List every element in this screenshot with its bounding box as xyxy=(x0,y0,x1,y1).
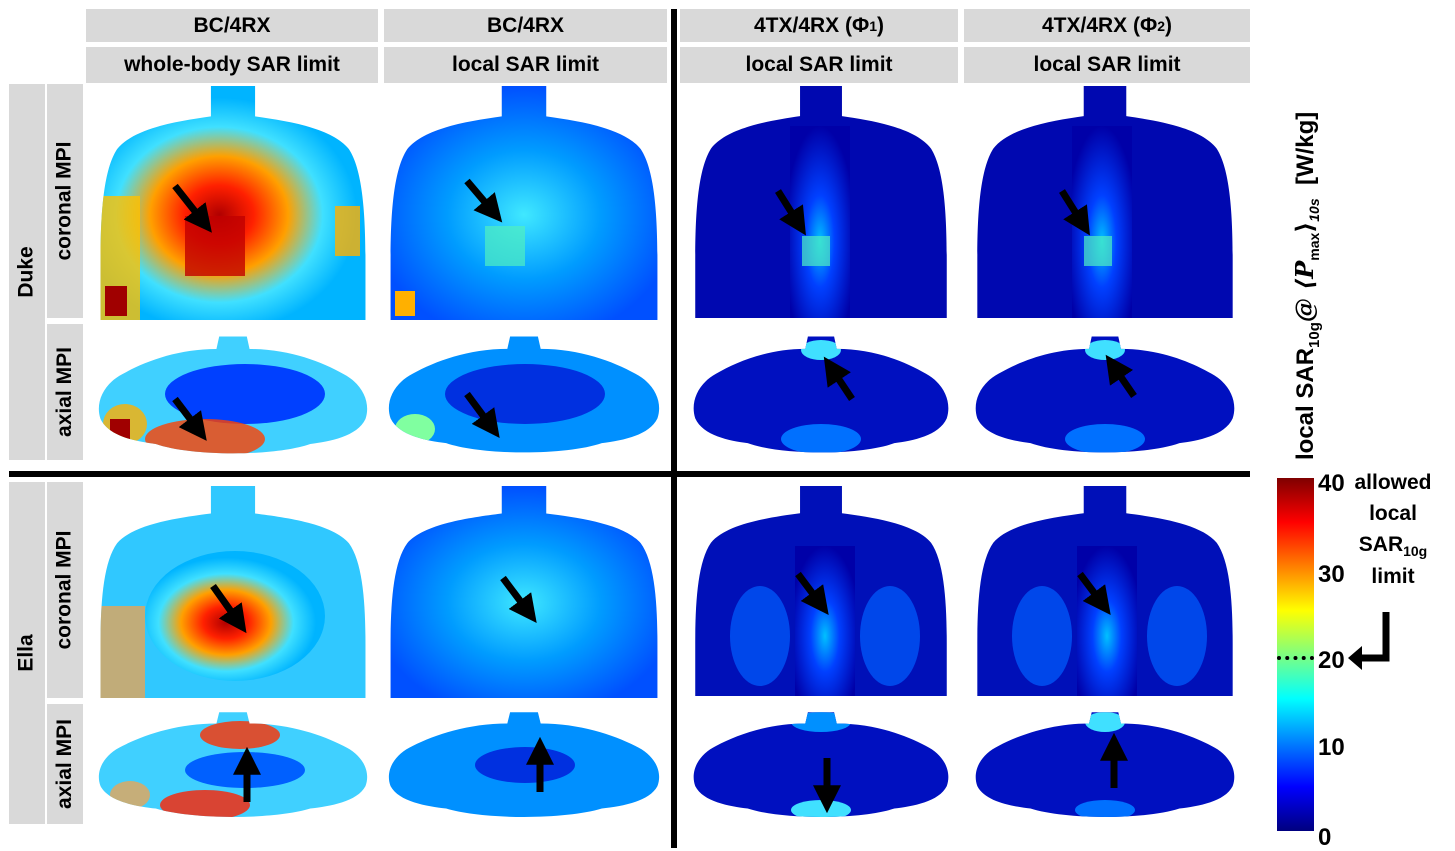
colorbar-label-end: ⟩ xyxy=(1290,221,1319,233)
panel-duke-axial-col4 xyxy=(972,334,1238,458)
col3-header-sub: 1 xyxy=(869,17,878,34)
annotation-line3: SAR xyxy=(1358,533,1404,557)
annotation-line3-sub: 10g xyxy=(1403,543,1428,560)
vertical-divider xyxy=(671,9,677,848)
limit-arrow-icon xyxy=(1346,612,1396,674)
col1-header-bottom: whole-body SAR limit xyxy=(86,47,378,83)
colorbar-label-at: @ ⟨P xyxy=(1290,260,1319,323)
col4-header-sub: 2 xyxy=(1157,17,1166,34)
panel-duke-axial-col1 xyxy=(95,334,371,458)
panel-duke-coronal-col2 xyxy=(385,86,663,320)
horizontal-divider xyxy=(9,471,1250,477)
panel-ella-coronal-col2 xyxy=(385,486,663,698)
panel-duke-coronal-col4 xyxy=(972,86,1238,318)
colorbar-label-unit: [W/kg] xyxy=(1292,111,1319,186)
limit-dotted-line xyxy=(1277,656,1314,660)
panel-ella-axial-col3 xyxy=(690,710,952,822)
colorbar-tick-30: 30 xyxy=(1318,561,1345,588)
subject-label-ella: Ella xyxy=(9,482,45,824)
view-label-duke-coronal: coronal MPI xyxy=(47,84,83,318)
col4-header-bottom: local SAR limit xyxy=(964,47,1250,83)
panel-duke-axial-col3 xyxy=(690,334,952,458)
col3-header-end: ) xyxy=(877,13,885,37)
subject-label-duke: Duke xyxy=(9,84,45,460)
colorbar-label-tsub: 10s xyxy=(1305,198,1322,222)
annotation-line2: local xyxy=(1369,502,1417,526)
view-label-ella-axial: axial MPI xyxy=(47,704,83,824)
view-label-ella-coronal: coronal MPI xyxy=(47,482,83,698)
col1-header-top: BC/4RX xyxy=(86,9,378,42)
col3-header-bottom: local SAR limit xyxy=(680,47,958,83)
panel-ella-axial-col4 xyxy=(972,710,1238,822)
colorbar-label-sub: 10g xyxy=(1305,322,1323,348)
panel-duke-axial-col2 xyxy=(385,334,663,458)
col3-header-top: 4TX/4RX (Φ 1) xyxy=(680,9,958,42)
panel-duke-coronal-col1 xyxy=(95,86,371,320)
col4-header-text: 4TX/4RX (Φ xyxy=(1041,13,1158,37)
panel-ella-axial-col2 xyxy=(385,710,663,822)
colorbar-tick-20: 20 xyxy=(1318,647,1345,674)
col3-header-text: 4TX/4RX (Φ xyxy=(753,13,870,37)
colorbar-tick-10: 10 xyxy=(1318,734,1345,761)
panel-ella-coronal-col4 xyxy=(972,486,1238,696)
colorbar xyxy=(1277,478,1314,831)
panel-ella-coronal-col1 xyxy=(95,486,371,698)
colorbar-tick-40: 40 xyxy=(1318,470,1345,497)
panel-ella-coronal-col3 xyxy=(690,486,952,696)
panel-duke-coronal-col3 xyxy=(690,86,952,318)
annotation-line4: limit xyxy=(1371,565,1415,589)
colorbar-tick-0: 0 xyxy=(1318,824,1332,851)
col4-header-top: 4TX/4RX (Φ 2) xyxy=(964,9,1250,42)
view-label-duke-axial: axial MPI xyxy=(47,324,83,460)
annotation-line1: allowed xyxy=(1354,471,1432,494)
col2-header-bottom: local SAR limit xyxy=(384,47,667,83)
colorbar-label-psub: max xyxy=(1305,232,1322,261)
panel-ella-axial-col1 xyxy=(95,710,371,822)
limit-annotation: allowed local SAR10g limit xyxy=(1338,470,1448,590)
col2-header-top: BC/4RX xyxy=(384,9,667,42)
colorbar-label: local SAR10g@ ⟨Pmax⟩10s [W/kg] xyxy=(1290,111,1323,460)
col4-header-end: ) xyxy=(1165,13,1173,37)
